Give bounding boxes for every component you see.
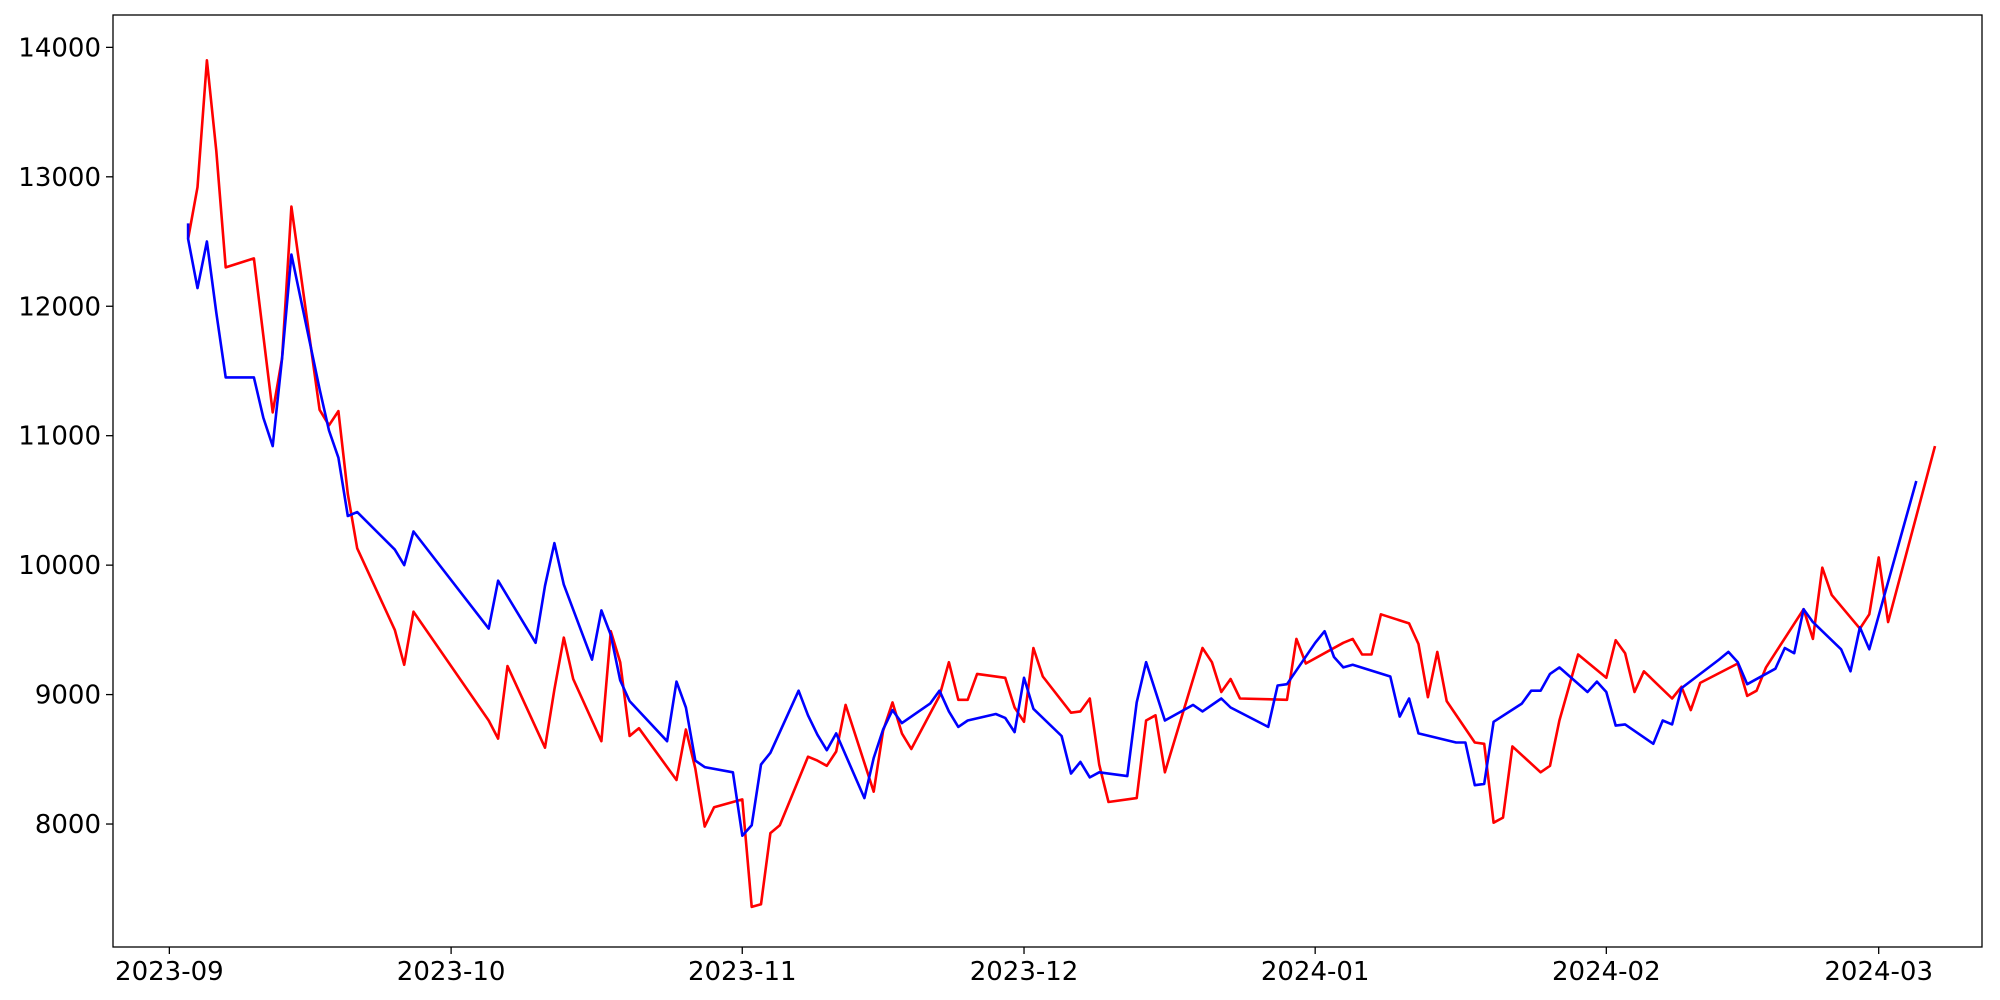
x-tick-label: 2024-03: [1824, 957, 1933, 987]
y-tick-label: 13000: [18, 163, 101, 193]
y-tick-label: 11000: [18, 422, 101, 452]
y-axis: 8000 9000 10000 11000 12000 13000 14000: [18, 33, 113, 840]
y-tick-label: 12000: [18, 292, 101, 322]
y-tick-label: 10000: [18, 551, 101, 581]
x-axis: 2023-09 2023-10 2023-11 2023-12 2024-01 2024-…: [115, 947, 1933, 987]
x-tick-label: 2023-12: [970, 957, 1079, 987]
series-line-1: [186, 59, 1937, 909]
series-line-2: [186, 223, 1918, 837]
y-tick-label: 14000: [18, 33, 101, 63]
x-tick-label: 2024-01: [1261, 957, 1370, 987]
y-tick-label: 9000: [35, 681, 101, 711]
plot-frame: [112, 14, 1983, 948]
x-tick-label: 2023-10: [397, 957, 506, 987]
y-tick-label: 8000: [35, 810, 101, 840]
x-tick-label: 2024-02: [1552, 957, 1661, 987]
x-tick-label: 2023-09: [115, 957, 224, 987]
series-layer: [186, 59, 1937, 909]
x-tick-label: 2023-11: [688, 957, 797, 987]
